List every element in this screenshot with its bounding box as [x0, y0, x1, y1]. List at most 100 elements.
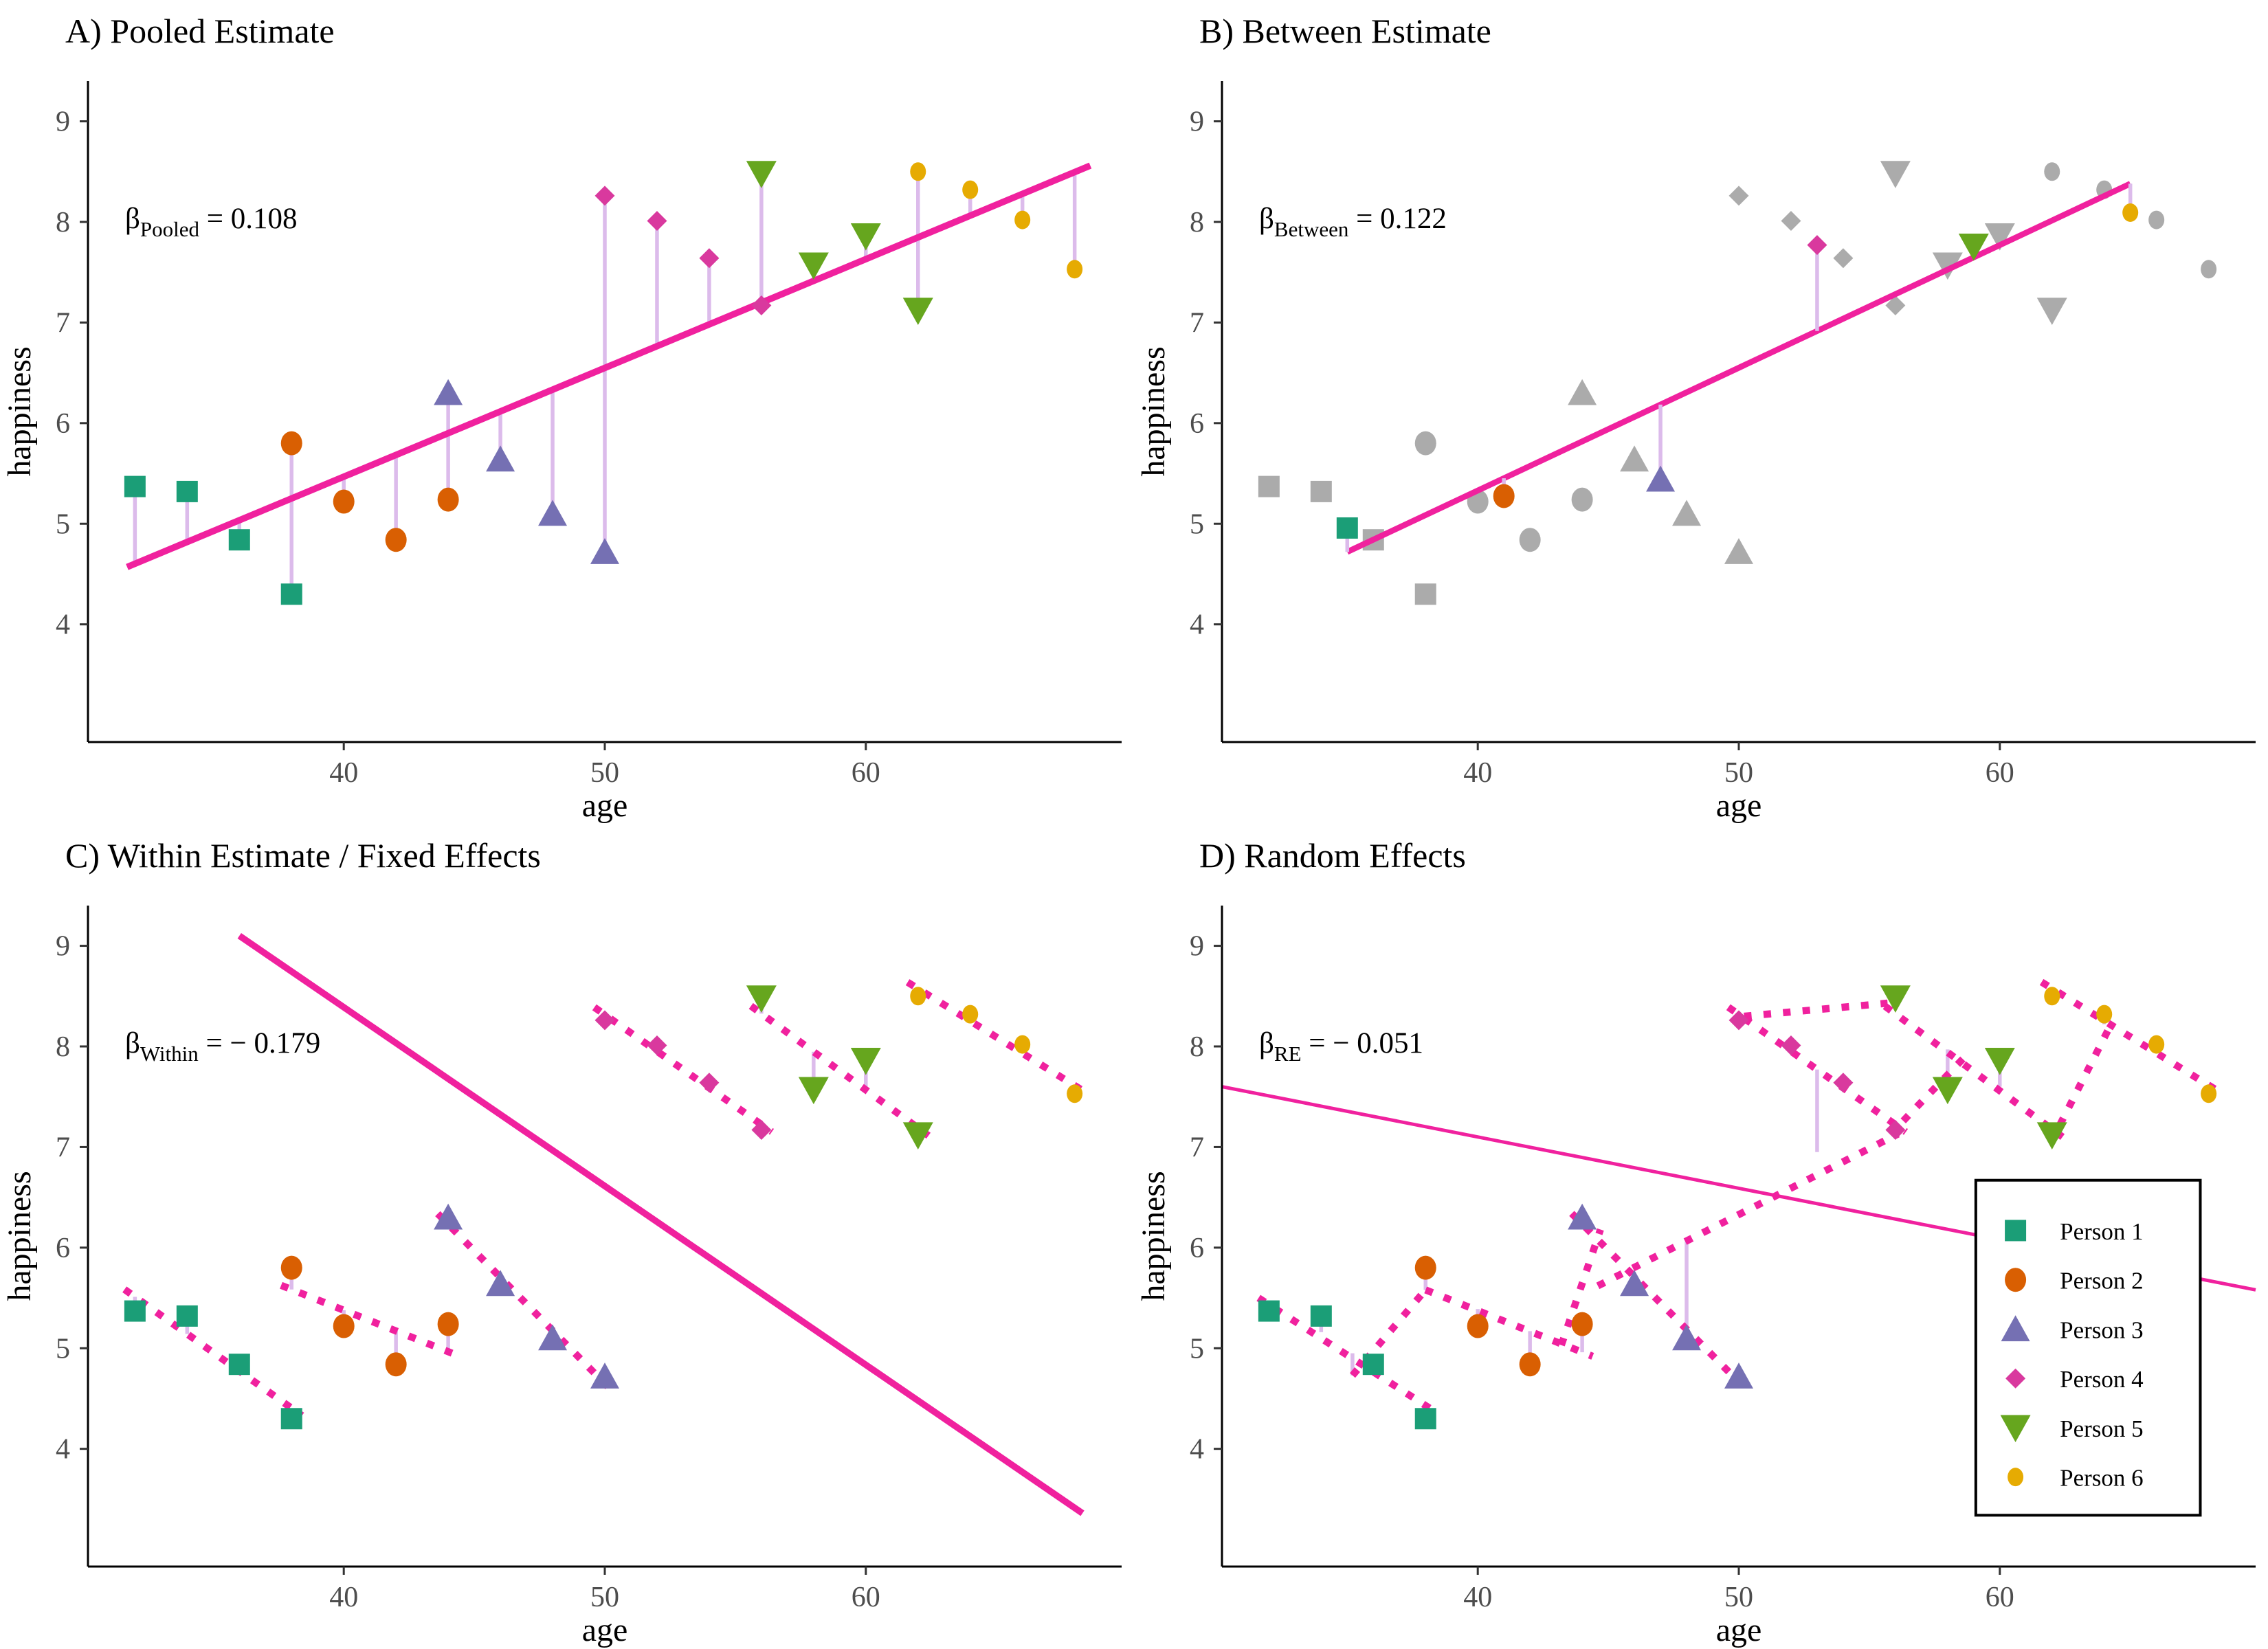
- point-person-5: [1880, 985, 1911, 1013]
- point-person-6: [910, 987, 926, 1006]
- y-tick-label: 5: [56, 1333, 70, 1365]
- point-person-6: [1014, 210, 1031, 229]
- point-person-5: [1932, 1077, 1963, 1105]
- point-person-2: [280, 1255, 302, 1280]
- y-tick-label: 7: [56, 307, 70, 339]
- point-person-6: [2201, 1084, 2217, 1103]
- panel-within-estimate: C) Within Estimate / Fixed Effects βWith…: [0, 824, 1134, 1649]
- point-person-6: [1067, 1084, 1083, 1103]
- x-tick-label: 60: [1986, 757, 2014, 789]
- point-person-5: [746, 161, 777, 188]
- y-tick-label: 9: [1190, 931, 1204, 963]
- point-person-3: [538, 500, 568, 526]
- pooled-regression-line: [126, 162, 1092, 570]
- blup-path-segment: [1596, 1130, 1900, 1290]
- x-tick-label: 60: [852, 1582, 880, 1613]
- blup-path-segment: [1882, 1003, 2065, 1140]
- y-tick-label: 7: [1190, 307, 1204, 339]
- gray-point-person-6: [2044, 162, 2060, 181]
- panel-b-x-axis-label: age: [1716, 787, 1762, 824]
- gray-point-person-1: [1258, 475, 1280, 497]
- point-person-3: [434, 1203, 463, 1230]
- y-tick-label: 5: [1190, 508, 1204, 540]
- gray-point-person-2: [1571, 487, 1593, 512]
- mean-point-person-6: [2122, 203, 2139, 222]
- blup-path-segment: [1726, 1004, 1909, 1135]
- point-person-2: [1414, 1255, 1436, 1280]
- y-tick-label: 7: [56, 1132, 70, 1163]
- y-tick-label: 4: [1190, 1434, 1204, 1466]
- point-person-1: [124, 1300, 146, 1322]
- person-fit-line-2: [280, 1281, 460, 1360]
- point-person-4: [1885, 1120, 1906, 1141]
- mean-point-person-4: [1807, 235, 1827, 256]
- y-tick-label: 6: [1190, 1233, 1204, 1264]
- panel-a-y-axis-label: happiness: [1, 346, 38, 476]
- point-person-4: [699, 1073, 720, 1093]
- x-tick-label: 50: [1724, 757, 1753, 789]
- panel-a-x-axis-label: age: [582, 787, 628, 824]
- legend-label-person-5: Person 5: [2060, 1415, 2144, 1442]
- panel-a-plot: 4 5 6 7 8 9 40 50 60: [56, 81, 1122, 789]
- legend: Person 1 Person 2 Person 3 Person 4 Person 5…: [1974, 1178, 2202, 1517]
- panel-pooled-estimate: A) Pooled Estimate βPooled = 0.108 4 5 6 7 8…: [0, 0, 1134, 824]
- point-person-6: [1014, 1035, 1031, 1054]
- blup-path-segment: [1900, 1055, 1966, 1123]
- person-fit-line-4: [592, 1004, 775, 1135]
- legend-marker-person-3: [2001, 1315, 2030, 1342]
- person-fit-line-3: [435, 1211, 618, 1397]
- y-tick-label: 4: [56, 1434, 70, 1466]
- point-person-6: [910, 162, 926, 181]
- x-tick-label: 60: [1986, 1582, 2014, 1613]
- legend-marker-person-2: [2005, 1268, 2027, 1292]
- person-fit-line-5: [748, 1002, 931, 1139]
- point-person-1: [1414, 1408, 1436, 1430]
- point-person-1: [1258, 1300, 1280, 1322]
- point-person-3: [1568, 1203, 1597, 1230]
- gray-point-person-1: [1414, 583, 1436, 605]
- gray-point-person-4: [1833, 248, 1854, 269]
- panel-c-title: C) Within Estimate / Fixed Effects: [65, 836, 541, 875]
- panel-c-plot: 4 5 6 7 8 9 40 50 60: [56, 906, 1122, 1613]
- y-tick-label: 6: [1190, 408, 1204, 440]
- blup-path-segment: [1557, 1228, 1604, 1347]
- point-person-6: [2044, 987, 2060, 1006]
- point-person-2: [385, 1352, 407, 1377]
- point-person-1: [176, 480, 198, 502]
- gray-point-person-4: [1781, 211, 1801, 232]
- x-tick-label: 60: [852, 757, 880, 789]
- x-tick-label: 50: [590, 1582, 619, 1613]
- point-person-3: [486, 1270, 515, 1297]
- gray-point-person-3: [1620, 445, 1649, 472]
- y-tick-label: 4: [1190, 609, 1204, 641]
- mean-point-person-3: [1646, 465, 1676, 492]
- legend-label-person-2: Person 2: [2060, 1268, 2144, 1294]
- point-person-3: [1724, 1362, 1753, 1389]
- point-person-6: [2148, 1035, 2165, 1054]
- blup-path-segment: [2056, 1020, 2115, 1127]
- y-tick-label: 9: [1190, 106, 1204, 138]
- y-tick-label: 9: [56, 931, 70, 963]
- panel-between-estimate: B) Between Estimate βBetween = 0.122 4 5 6…: [1134, 0, 2268, 824]
- gray-point-person-4: [1885, 295, 1906, 316]
- point-person-3: [434, 379, 463, 405]
- person-fit-line-1: [122, 1286, 304, 1419]
- legend-label-person-3: Person 3: [2060, 1316, 2144, 1343]
- point-person-6: [2096, 1005, 2113, 1024]
- y-tick-label: 6: [56, 1233, 70, 1264]
- point-person-4: [1781, 1035, 1801, 1056]
- point-person-1: [228, 529, 250, 551]
- panel-a-title: A) Pooled Estimate: [65, 12, 335, 50]
- legend-marker-person-5: [2000, 1415, 2031, 1443]
- gray-point-person-3: [1672, 500, 1702, 526]
- point-person-3: [1672, 1324, 1702, 1351]
- point-person-4: [647, 211, 667, 232]
- between-regression-line: [1346, 181, 2132, 555]
- y-tick-label: 8: [1190, 1031, 1204, 1063]
- point-person-3: [1620, 1270, 1649, 1297]
- point-person-4: [1833, 1073, 1854, 1093]
- panel-d-title: D) Random Effects: [1199, 836, 1466, 875]
- gray-point-person-2: [1414, 431, 1436, 456]
- point-person-2: [385, 528, 407, 552]
